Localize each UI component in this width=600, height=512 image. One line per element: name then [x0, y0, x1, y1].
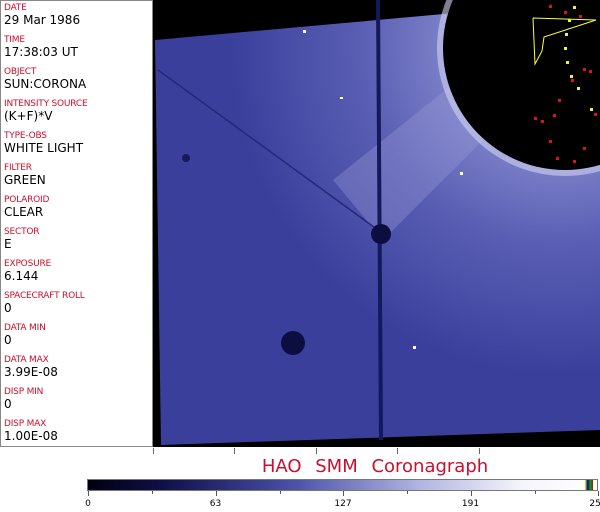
- field-label: SPACECRAFT ROLL: [4, 291, 85, 301]
- field-object: OBJECT SUN:CORONA: [4, 67, 86, 91]
- grid-marker: [553, 114, 556, 117]
- field-value: SUN:CORONA: [4, 77, 87, 91]
- colorbar-tick: [215, 491, 217, 496]
- colorbar-tick-label: 191: [461, 499, 480, 509]
- field-data-max: DATA MAX 3.99E-08: [4, 355, 58, 379]
- field-exposure: EXPOSURE 6.144: [4, 259, 51, 283]
- grid-marker: [571, 79, 574, 82]
- grid-marker: [564, 47, 567, 50]
- grid-marker: [558, 99, 561, 102]
- field-value: CLEAR: [4, 205, 44, 219]
- field-spacecraft-roll: SPACECRAFT ROLL 0: [4, 291, 85, 315]
- colorbar-tick-label: 127: [334, 499, 352, 509]
- coronagraph-image: [153, 0, 600, 447]
- grid-marker: [556, 157, 559, 160]
- field-filter: FILTER GREEN: [4, 163, 46, 187]
- field-value: 0: [4, 333, 12, 347]
- field-value: 3.99E-08: [4, 365, 58, 379]
- field-label: INTENSITY SOURCE: [4, 99, 88, 109]
- header-info-panel: DATE 29 Mar 1986 TIME 17:38:03 UT OBJECT SUN:…: [0, 0, 153, 447]
- grid-marker: [589, 70, 592, 73]
- plot-title: HAO SMM Coronagraph: [261, 456, 489, 477]
- field-value: 0: [4, 301, 12, 315]
- grid-marker: [579, 15, 582, 18]
- field-label: DISP MIN: [4, 387, 44, 397]
- field-label: TIME: [4, 35, 25, 45]
- field-label: DATA MIN: [4, 323, 46, 333]
- field-label: DISP MAX: [4, 419, 47, 429]
- field-polaroid: POLAROID CLEAR: [4, 195, 49, 219]
- occulter-arm: [376, 0, 383, 441]
- colorbar-tick: [470, 491, 472, 496]
- field-data-min: DATA MIN 0: [4, 323, 46, 347]
- sun-outline: [532, 17, 597, 66]
- field-sector: SECTOR E: [4, 227, 40, 251]
- grid-marker: [570, 75, 573, 78]
- field-label: SECTOR: [4, 227, 40, 237]
- field-value: (K+F)*V: [4, 109, 53, 123]
- field-label: DATA MAX: [4, 355, 49, 365]
- field-type-obs: TYPE-OBS WHITE LIGHT: [4, 131, 83, 155]
- field-value: E: [4, 237, 12, 251]
- field-value: GREEN: [4, 173, 46, 187]
- colorbar-tick: [343, 491, 344, 496]
- field-label: EXPOSURE: [4, 259, 52, 269]
- field-label: OBJECT: [4, 67, 37, 77]
- colorbar-tick-label: 255: [589, 499, 600, 509]
- field-label: DATE: [4, 3, 27, 13]
- grid-marker: [573, 160, 576, 163]
- grid-marker: [594, 113, 597, 116]
- colorbar: [87, 479, 598, 491]
- grid-marker: [565, 33, 568, 36]
- dark-spot-small: [182, 154, 190, 162]
- colorbar-tick-label: 0: [85, 499, 91, 509]
- field-value: 6.144: [4, 269, 39, 283]
- field-value: WHITE LIGHT: [4, 141, 84, 155]
- field-value: 17:38:03 UT: [4, 45, 78, 59]
- field-intensity-source: INTENSITY SOURCE (K+F)*V: [4, 99, 88, 123]
- grid-marker: [573, 6, 576, 9]
- colorbar-tick: [598, 491, 599, 496]
- occulter-disk: [443, 0, 600, 170]
- occulter-pylon-spot: [371, 224, 391, 244]
- field-disp-min: DISP MIN 0: [4, 387, 43, 411]
- grid-marker: [541, 120, 544, 123]
- grid-marker: [549, 140, 552, 143]
- grid-marker: [564, 11, 567, 14]
- field-label: TYPE-OBS: [4, 131, 47, 141]
- diagonal-line: [157, 69, 379, 231]
- field-label: POLAROID: [4, 195, 50, 205]
- grid-marker: [577, 87, 580, 90]
- grid-marker: [568, 19, 571, 22]
- field-time: TIME 17:38:03 UT: [4, 35, 78, 59]
- grid-marker: [549, 5, 552, 8]
- field-value: 0: [4, 397, 12, 411]
- dark-spot: [281, 331, 305, 355]
- grid-marker: [590, 108, 593, 111]
- grid-marker: [566, 61, 569, 64]
- field-disp-max: DISP MAX 1.00E-08: [4, 419, 58, 443]
- field-value: 1.00E-08: [4, 429, 58, 443]
- grid-marker: [534, 117, 537, 120]
- field-label: FILTER: [4, 163, 32, 173]
- grid-marker: [583, 147, 586, 150]
- field-date: DATE 29 Mar 1986: [4, 3, 80, 27]
- colorbar-tick-label: 63: [209, 499, 222, 509]
- grid-marker: [583, 68, 586, 71]
- field-value: 29 Mar 1986: [4, 13, 81, 27]
- colorbar-tick: [88, 491, 89, 496]
